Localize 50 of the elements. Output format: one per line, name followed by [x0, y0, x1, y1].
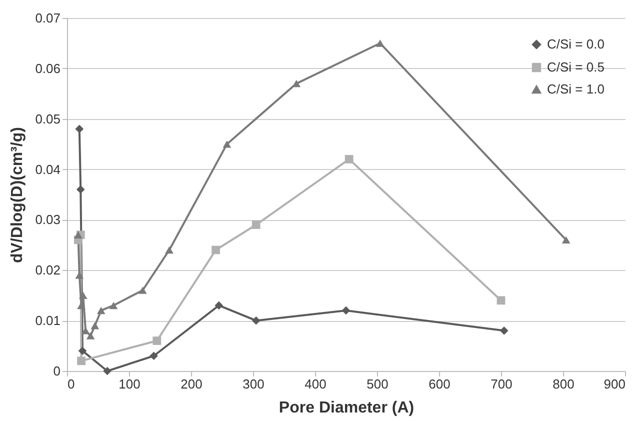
point — [496, 296, 506, 305]
x-tick-label: 500 — [366, 376, 388, 392]
point — [212, 246, 220, 254]
x-tick-label: 300 — [242, 376, 264, 392]
x-tick-label: 700 — [490, 376, 512, 392]
point — [75, 124, 84, 134]
point — [74, 231, 82, 238]
point — [252, 220, 260, 229]
point — [165, 246, 174, 254]
y-tick-label: 0 — [53, 364, 60, 378]
point — [342, 306, 350, 315]
point — [76, 185, 85, 194]
point — [500, 326, 508, 335]
point — [214, 301, 224, 310]
point — [252, 316, 260, 325]
point — [222, 140, 232, 148]
point — [376, 40, 384, 47]
legend-label: C/Si = 0.5 — [547, 60, 604, 74]
y-axis-title: dV/Dlog(D)(cm³/g) — [9, 127, 26, 263]
point — [86, 332, 95, 340]
x-tick-label: 200 — [180, 376, 202, 392]
y-tick-label: 0.04 — [35, 162, 60, 177]
x-tick-label: 600 — [428, 376, 450, 392]
point — [562, 236, 570, 244]
y-tick-label: 0.07 — [35, 10, 60, 26]
x-tick-label: 900 — [604, 376, 626, 392]
point — [344, 155, 354, 164]
legend-label: C/Si = 1.0 — [547, 82, 604, 96]
x-tick-label: 800 — [552, 376, 574, 392]
point — [78, 292, 88, 299]
y-tick-label: 0.06 — [35, 60, 60, 76]
point — [150, 352, 158, 360]
point — [90, 322, 100, 330]
y-tick-label: 0.01 — [35, 313, 60, 328]
x-tick-label: 400 — [304, 376, 326, 392]
x-tick-label: 0 — [68, 376, 75, 392]
point — [81, 327, 90, 334]
point — [78, 346, 87, 356]
legend-label: C/Si = 0.0 — [547, 36, 604, 52]
y-tick-label: 0.05 — [35, 111, 60, 126]
point — [77, 356, 86, 366]
x-axis-title: Pore Diameter (A) — [278, 400, 414, 416]
x-tick-label: 100 — [118, 376, 140, 392]
point — [109, 302, 118, 310]
point — [138, 286, 147, 294]
point — [152, 336, 162, 345]
y-tick-label: 0.02 — [35, 262, 60, 278]
y-tick-label: 0.03 — [35, 212, 60, 228]
point — [96, 306, 106, 314]
point — [103, 366, 112, 376]
